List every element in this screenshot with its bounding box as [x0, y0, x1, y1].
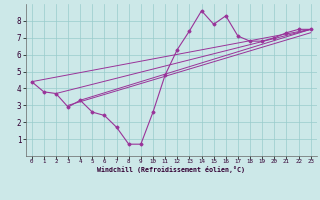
X-axis label: Windchill (Refroidissement éolien,°C): Windchill (Refroidissement éolien,°C) [97, 166, 245, 173]
